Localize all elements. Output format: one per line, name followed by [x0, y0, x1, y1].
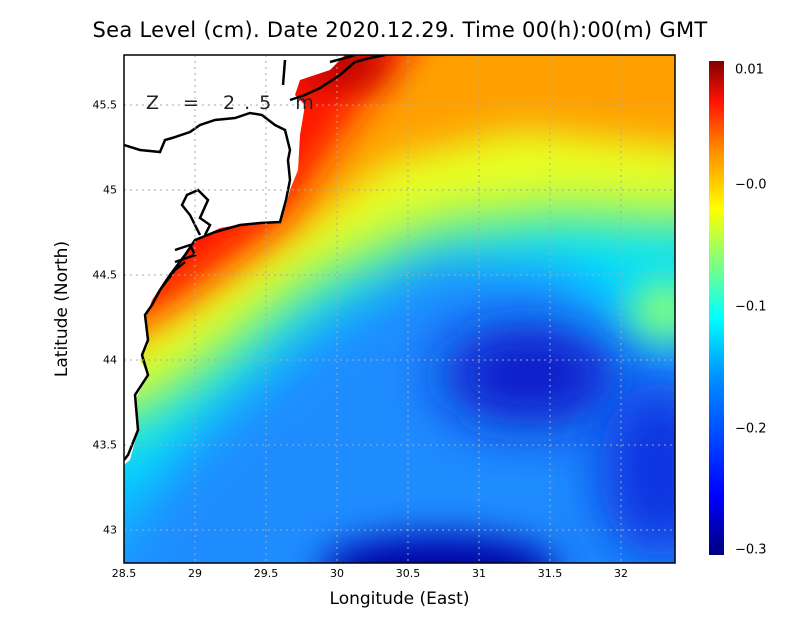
depth-label: Z = 2.5 m	[146, 92, 323, 114]
colorbar-tick: −0.2	[735, 421, 767, 437]
x-tick: 31.5	[537, 567, 563, 580]
grid-lines	[124, 55, 675, 563]
x-axis-label: Longitude (East)	[329, 589, 470, 609]
x-tick: 29.5	[253, 567, 279, 580]
y-tick: 43	[103, 523, 117, 537]
x-tick: 31	[472, 567, 486, 580]
sea-level-field	[124, 55, 675, 563]
y-tick: 43.5	[92, 438, 118, 452]
colorbar-tick: 0.01	[735, 62, 764, 78]
colorbar-tick: −0.3	[735, 542, 767, 558]
x-tick: 30	[330, 567, 344, 580]
x-tick: 29	[188, 567, 202, 580]
y-tick: 45.5	[92, 98, 118, 112]
colorbar-tick: −0.0	[735, 177, 767, 193]
y-axis-label: Latitude (North)	[52, 240, 72, 378]
y-tick: 44	[103, 353, 117, 367]
colorbar-tick: −0.1	[735, 299, 767, 315]
x-tick: 32	[614, 567, 628, 580]
plot-frame	[123, 54, 676, 564]
y-tick: 44.5	[92, 268, 118, 282]
colorbar	[709, 61, 724, 555]
figure-title: Sea Level (cm). Date 2020.12.29. Time 00…	[92, 18, 708, 42]
x-tick: 30.5	[395, 567, 421, 580]
y-tick: 45	[103, 183, 117, 197]
x-tick: 28.5	[111, 567, 137, 580]
